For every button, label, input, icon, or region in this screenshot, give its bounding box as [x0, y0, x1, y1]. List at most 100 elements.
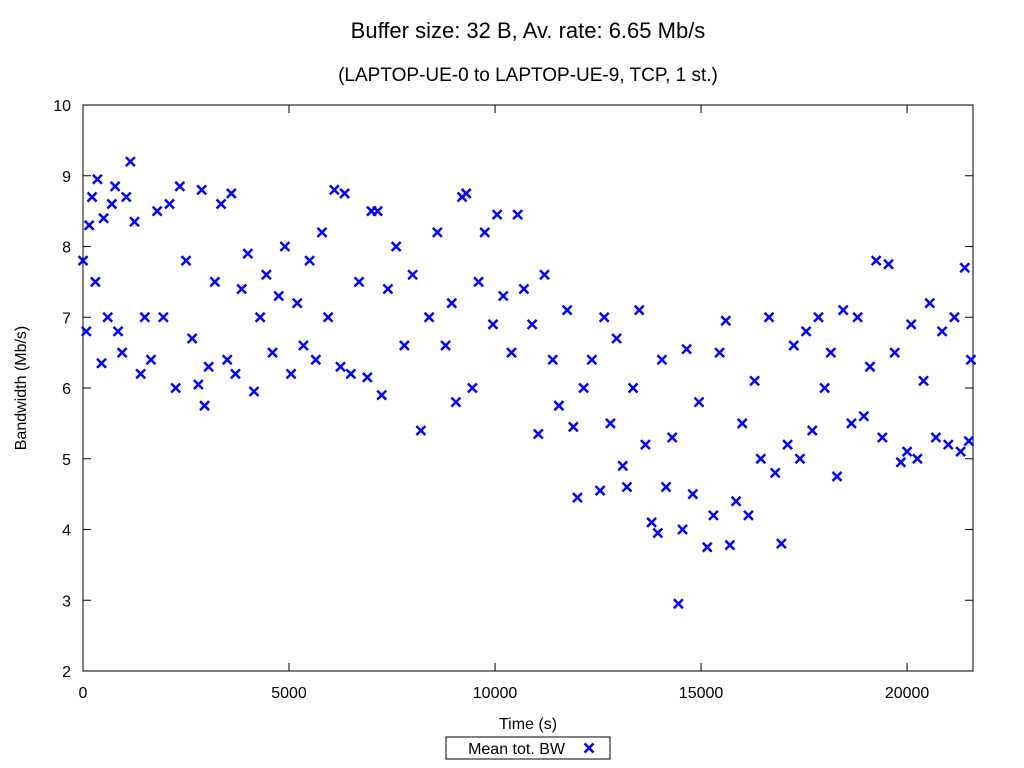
- data-point: [254, 311, 266, 323]
- data-point: [399, 340, 410, 351]
- scatter-points: [77, 156, 977, 610]
- legend: Mean tot. BW: [445, 736, 611, 760]
- data-point: [594, 485, 606, 496]
- data-point: [633, 304, 645, 316]
- data-point: [209, 276, 221, 288]
- data-point: [450, 396, 462, 408]
- data-point: [547, 354, 559, 366]
- data-point: [681, 343, 693, 355]
- data-point: [170, 382, 182, 394]
- data-point: [640, 439, 651, 450]
- data-point: [963, 435, 975, 447]
- data-point: [135, 368, 147, 380]
- x-tick-label: 10000: [473, 685, 518, 702]
- x-tick-label: 5000: [271, 685, 307, 702]
- data-point: [382, 283, 394, 295]
- data-point: [203, 361, 215, 373]
- data-point: [724, 539, 736, 551]
- data-point: [174, 180, 186, 192]
- data-point: [339, 188, 351, 199]
- data-point: [248, 386, 260, 397]
- y-axis: 2 3 4 5 6 7 8 9 10: [53, 98, 973, 681]
- y-axis-label: Bandwidth (Mb/s): [13, 326, 30, 451]
- data-point: [870, 255, 882, 267]
- data-point: [328, 184, 340, 196]
- data-point: [112, 326, 124, 337]
- data-point: [889, 347, 901, 359]
- data-point: [199, 400, 210, 412]
- data-point: [180, 255, 192, 267]
- data-point: [310, 354, 322, 366]
- chart-subtitle: (LAPTOP-UE-0 to LAPTOP-UE-9, TCP, 1 st.): [338, 65, 718, 86]
- data-point: [460, 188, 472, 199]
- data-point: [230, 368, 241, 380]
- data-point: [652, 527, 664, 539]
- data-point: [605, 417, 616, 429]
- data-point: [617, 460, 629, 472]
- data-point: [267, 347, 278, 359]
- data-point: [260, 269, 272, 281]
- data-point: [959, 262, 971, 274]
- data-point: [518, 283, 530, 295]
- data-point: [561, 304, 573, 316]
- data-point: [955, 446, 967, 458]
- data-point: [755, 453, 767, 465]
- data-point: [720, 315, 732, 327]
- data-point: [376, 389, 388, 401]
- data-point: [687, 488, 699, 500]
- x-tick-label: 0: [79, 685, 88, 702]
- data-point: [157, 311, 169, 323]
- data-point: [77, 255, 89, 267]
- y-tick-label: 3: [62, 593, 71, 610]
- data-point: [102, 311, 114, 323]
- data-point: [572, 492, 583, 504]
- data-point: [285, 368, 297, 380]
- data-point: [567, 421, 579, 433]
- data-point: [415, 425, 427, 436]
- data-point: [621, 481, 633, 493]
- data-point: [473, 276, 484, 288]
- data-point: [924, 297, 936, 309]
- x-tick-label: 20000: [885, 685, 930, 702]
- data-point: [539, 269, 550, 281]
- data-point: [479, 226, 491, 238]
- legend-box: [445, 736, 611, 760]
- data-point: [431, 226, 443, 238]
- y-tick-label: 4: [62, 523, 71, 540]
- data-point: [215, 198, 227, 210]
- data-point: [316, 226, 328, 238]
- legend-marker-icon: [583, 742, 595, 754]
- data-point: [895, 456, 907, 468]
- data-point: [279, 241, 291, 252]
- plot-area: [82, 104, 974, 672]
- data-point: [586, 354, 598, 366]
- data-point: [776, 538, 787, 550]
- data-point: [116, 347, 128, 359]
- data-point: [526, 318, 538, 330]
- data-point: [423, 311, 435, 323]
- data-point: [666, 432, 678, 443]
- data-point: [242, 248, 254, 259]
- data-point: [852, 311, 864, 323]
- data-point: [532, 428, 544, 440]
- data-point: [788, 340, 800, 351]
- data-point: [794, 453, 806, 465]
- data-point: [221, 354, 233, 366]
- y-tick-label: 2: [62, 664, 71, 681]
- data-point: [120, 191, 132, 203]
- data-point: [145, 354, 157, 366]
- data-point: [466, 382, 478, 394]
- data-point: [129, 216, 140, 228]
- data-point: [646, 517, 657, 528]
- data-point: [92, 173, 103, 185]
- legend-label: Mean tot. BW: [468, 741, 566, 758]
- data-point: [611, 333, 622, 344]
- y-tick-label: 6: [62, 381, 71, 398]
- data-point: [813, 311, 824, 323]
- data-point: [930, 432, 942, 443]
- data-point: [837, 304, 849, 316]
- data-point: [782, 439, 793, 450]
- y-tick-label: 10: [53, 98, 71, 115]
- data-point: [106, 198, 118, 210]
